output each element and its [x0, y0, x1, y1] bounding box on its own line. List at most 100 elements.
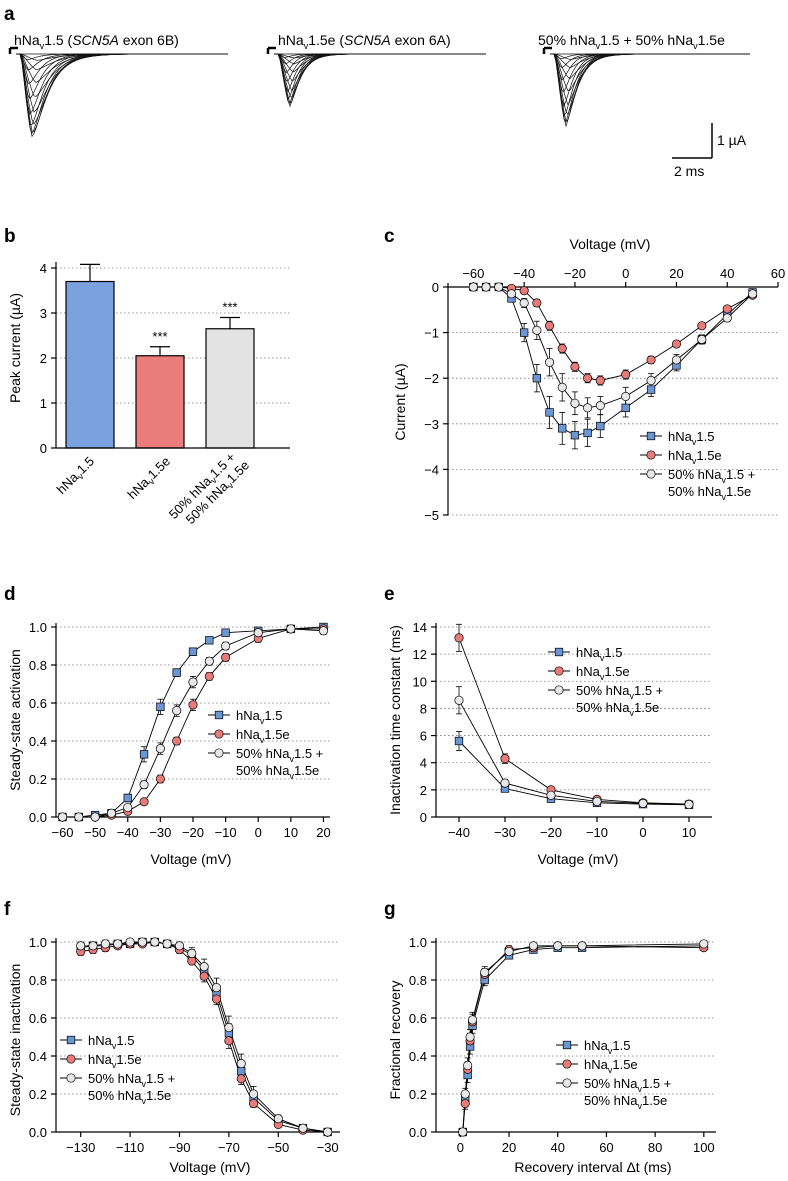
data-point — [214, 748, 224, 758]
data-point — [519, 298, 529, 308]
current-trace — [550, 53, 750, 123]
legend-entry-3b: 50% hNav1.5e — [576, 700, 659, 718]
data-point — [546, 790, 556, 800]
data-point — [558, 424, 567, 433]
data-point — [188, 647, 198, 656]
y-tick-label: 0.8 — [29, 658, 47, 673]
current-trace — [274, 53, 486, 99]
data-point — [562, 1078, 572, 1088]
y-tick-label: 0.4 — [29, 1049, 47, 1064]
chart-g: 0.0 0.2 0.4 0.6 0.8 1.0 0 20 40 60 80 100 hNav1.5hNa… — [409, 935, 716, 1155]
legend-entry-3b: 50% hNav1.5e — [668, 484, 751, 502]
data-point — [236, 1074, 246, 1084]
y-tick-label: 0 — [420, 810, 427, 825]
x-tick-label: −50 — [267, 1140, 289, 1155]
data-point — [544, 357, 555, 367]
data-point — [520, 328, 529, 337]
current-traces-mix — [542, 46, 750, 128]
significance-label: *** — [152, 329, 167, 344]
y-tick-label: 8 — [420, 701, 427, 716]
x-tick-label: 20 — [502, 1140, 516, 1155]
chart-f: 0.0 0.2 0.4 0.6 0.8 1.0 −130 −110 −90 −70 −50 −30 hN… — [29, 935, 340, 1155]
panel-e: e Voltage (mV) Inactivation time constan… — [384, 584, 712, 867]
panel-b-ylabel: Peak current (µA) — [7, 293, 23, 403]
y-tick-label: 1.0 — [29, 620, 47, 635]
chart-c: 0 −1 −2 −3 −4 −5 −60 −40 −20 0 20 40 60 hNav1.5hNav1.… — [424, 266, 785, 523]
data-point — [528, 941, 538, 951]
series-line-3 — [62, 628, 324, 818]
current-trace — [274, 53, 486, 104]
data-point — [249, 1089, 259, 1099]
data-point — [553, 941, 563, 951]
y-tick-label: 0.8 — [29, 973, 47, 988]
current-trace — [274, 53, 486, 104]
y-tick-label: 3 — [40, 306, 47, 321]
chart-d: 0.0 0.2 0.4 0.6 0.8 1.0 −60 −50 −40 −30 −20 −10 0 10 2… — [29, 620, 331, 840]
data-point — [454, 695, 464, 705]
data-point — [562, 1059, 572, 1069]
y-tick-label: −4 — [424, 462, 439, 477]
data-point — [188, 677, 198, 687]
panel-label-e: e — [384, 584, 395, 605]
panel-label-c: c — [384, 226, 395, 247]
data-point — [172, 706, 182, 716]
trace-title-1: hNav1.5 (SCN5A exon 6B) — [14, 32, 179, 51]
current-traces-exon6a — [266, 46, 486, 108]
data-point — [646, 469, 656, 479]
x-tick-label: −70 — [218, 1140, 240, 1155]
legend-entry-3: 50% hNav1.5 + — [584, 1076, 671, 1094]
current-trace — [550, 53, 750, 93]
y-tick-label: 0.4 — [29, 734, 47, 749]
x-tick-label: 60 — [599, 1140, 613, 1155]
x-tick-label: 20 — [316, 825, 330, 840]
data-point — [155, 774, 165, 784]
legend-entry-1: hNav1.5 — [236, 708, 282, 726]
data-point — [671, 355, 682, 365]
x-tick-label: −10 — [215, 825, 237, 840]
data-point — [76, 941, 86, 951]
panel-b: b Peak current (µA) 0 1 2 3 4 *** *** hNav1.5 … — [4, 226, 290, 528]
y-tick-label: 0.0 — [29, 1125, 47, 1140]
panel-d: d Voltage (mV) Steady-state activation 0… — [4, 584, 331, 867]
x-tick-label: −20 — [182, 825, 204, 840]
x-tick-label: 10 — [284, 825, 298, 840]
y-tick-label: 2 — [40, 351, 47, 366]
x-tick-label: 100 — [693, 1140, 715, 1155]
scale-bar-time: 2 ms — [674, 163, 704, 179]
data-point — [66, 1035, 76, 1045]
data-point — [249, 1098, 259, 1109]
x-tick-label: −90 — [168, 1140, 190, 1155]
bar — [135, 355, 185, 449]
x-tick-label: −60 — [462, 266, 484, 281]
data-point — [156, 702, 165, 711]
data-point — [139, 780, 149, 790]
data-point — [90, 812, 100, 822]
data-point — [562, 1040, 572, 1050]
current-trace — [16, 53, 228, 113]
data-point — [139, 750, 149, 759]
x-tick-label: −50 — [84, 825, 106, 840]
data-point — [174, 941, 185, 951]
data-point — [460, 1098, 470, 1109]
panel-f-ylabel: Steady-state inactivation — [7, 964, 23, 1117]
data-point — [621, 403, 630, 412]
data-point — [318, 626, 329, 636]
y-tick-label: −3 — [424, 417, 439, 432]
data-point — [106, 808, 117, 818]
bar-xlabels: hNav1.5 hNav1.5e 50% hNav1.5 + 50% hNav1… — [54, 450, 252, 528]
data-point — [221, 628, 230, 637]
data-point — [519, 286, 529, 296]
x-tick-label: −60 — [51, 825, 73, 840]
series-line-2 — [62, 628, 324, 818]
current-trace — [274, 53, 486, 74]
data-point — [123, 793, 132, 803]
x-tick-label: 0 — [255, 825, 262, 840]
data-point — [722, 313, 732, 323]
y-tick-label: −5 — [424, 508, 439, 523]
scale-bar: 1 µA 2 ms — [672, 123, 747, 179]
data-point — [494, 282, 504, 292]
x-tick-label: 10 — [682, 825, 696, 840]
data-point — [221, 652, 231, 662]
data-point — [137, 937, 147, 947]
data-point — [88, 941, 98, 951]
